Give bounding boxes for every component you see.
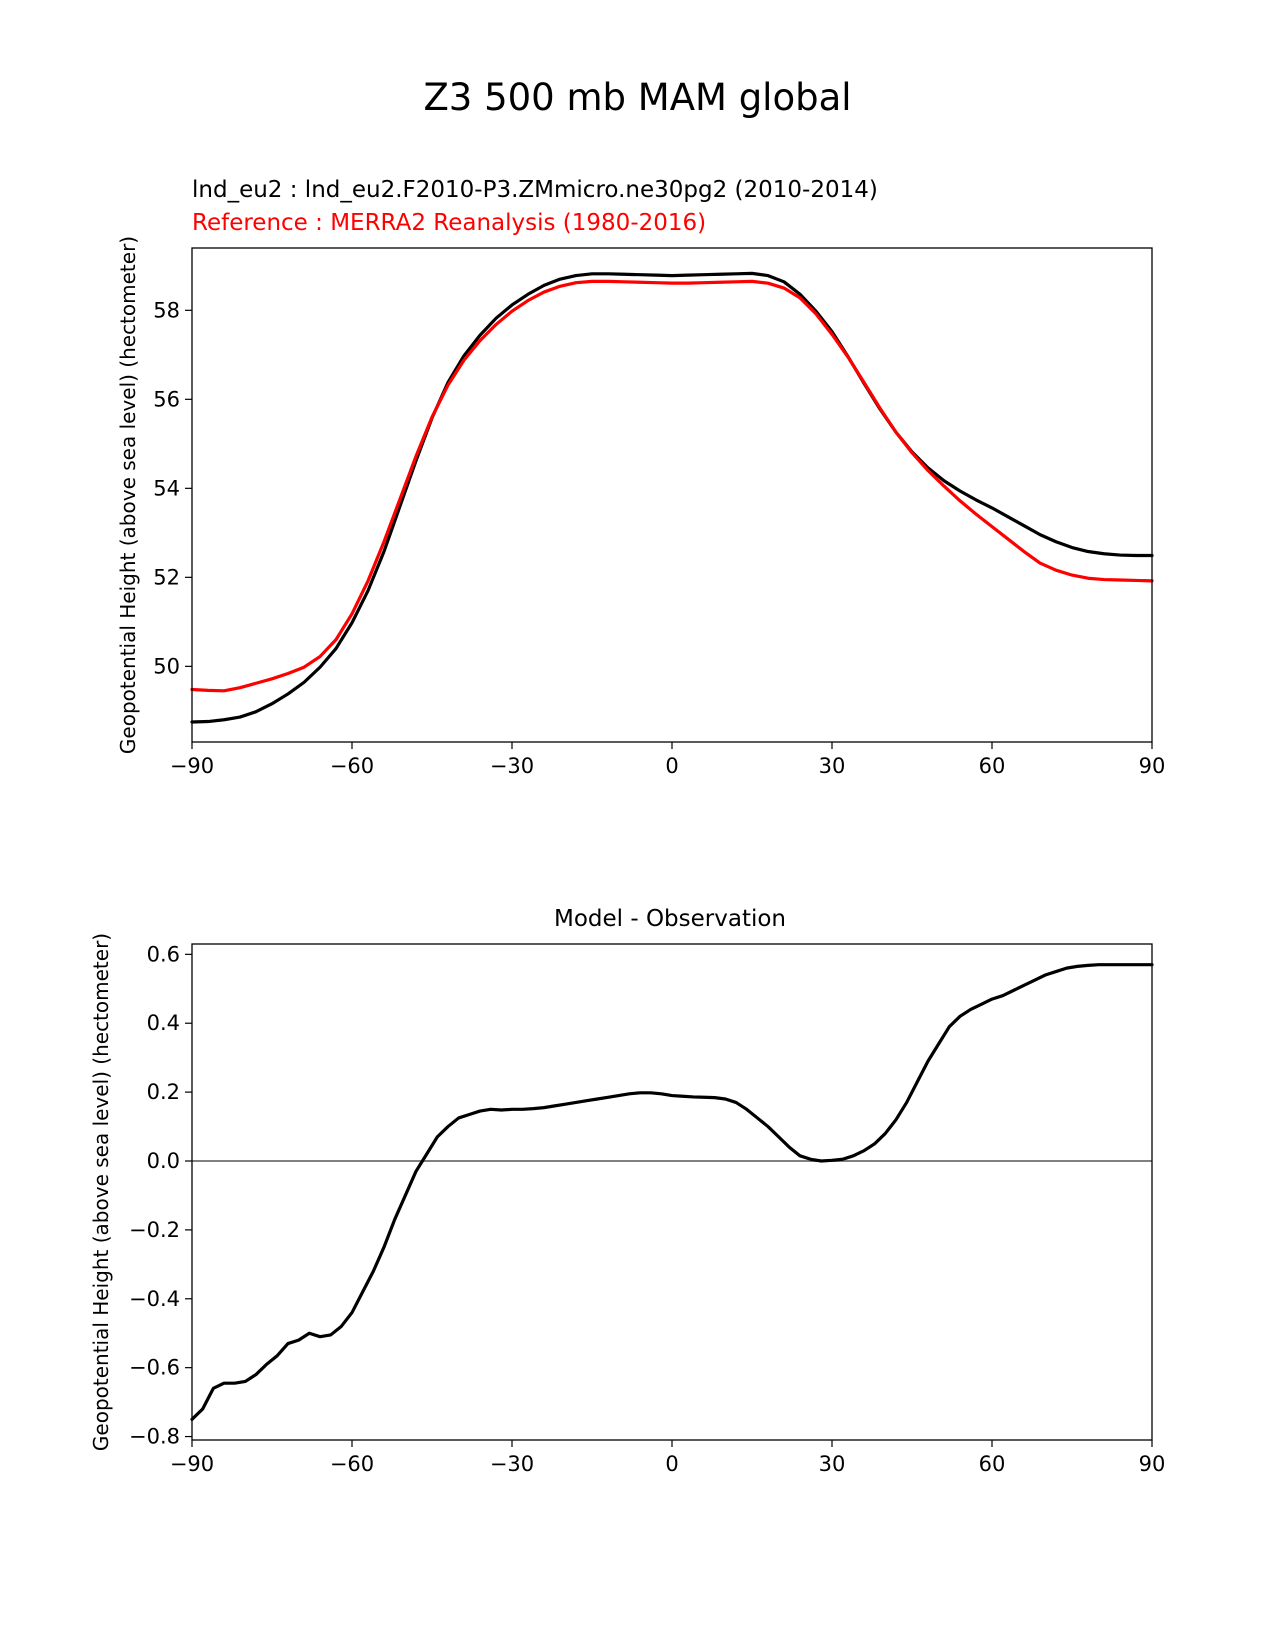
bottom-panel: Model - Observation Geopotential Height … — [89, 906, 1165, 1476]
x-tick-label: −30 — [490, 1452, 534, 1476]
reference-label: Reference : MERRA2 Reanalysis (1980-2016… — [192, 210, 706, 236]
test-series-line — [190, 271, 1154, 724]
x-tick-label: −90 — [170, 754, 214, 778]
x-tick-label: 30 — [819, 754, 846, 778]
x-tick-label: −90 — [170, 1452, 214, 1476]
figure-title: Z3 500 mb MAM global — [423, 76, 851, 119]
y-tick-label: 0.6 — [147, 942, 180, 966]
y-tick-label: 52 — [153, 565, 180, 589]
bottom-axes-frame — [191, 943, 1153, 1441]
top-y-axis-label: Geopotential Height (above sea level) (h… — [116, 236, 140, 754]
difference-title: Model - Observation — [554, 906, 786, 932]
top-panel: lnd_eu2 : lnd_eu2.F2010-P3.ZMmicro.ne30p… — [116, 177, 1165, 778]
bottom-series-group — [190, 963, 1154, 1421]
x-tick-label: −30 — [490, 754, 534, 778]
y-tick-label: −0.6 — [129, 1356, 180, 1380]
x-tick-label: −60 — [330, 754, 374, 778]
y-tick-label: −0.8 — [129, 1425, 180, 1449]
x-tick-label: 0 — [665, 754, 678, 778]
y-tick-label: 0.2 — [147, 1080, 180, 1104]
x-tick-label: 60 — [979, 754, 1006, 778]
y-tick-label: 50 — [153, 654, 180, 678]
y-tick-label: 0.0 — [147, 1149, 180, 1173]
reference-series-line — [190, 279, 1154, 693]
x-tick-label: 0 — [665, 1452, 678, 1476]
bottom-axis-ticks: −90 −60 −30 0 30 60 90 −0.8 −0.6 −0.4 −0.2 0.0 0.2 0.… — [129, 942, 1165, 1476]
x-tick-label: −60 — [330, 1452, 374, 1476]
test-case-label: lnd_eu2 : lnd_eu2.F2010-P3.ZMmicro.ne30p… — [192, 177, 878, 203]
x-tick-label: 30 — [819, 1452, 846, 1476]
top-series-group — [190, 271, 1154, 724]
x-tick-label: 90 — [1139, 754, 1166, 778]
y-tick-label: −0.4 — [129, 1287, 180, 1311]
x-tick-label: 60 — [979, 1452, 1006, 1476]
top-axes-frame — [191, 247, 1153, 743]
top-axis-ticks: −90 −60 −30 0 30 60 90 50 52 54 56 58 — [153, 298, 1165, 778]
y-tick-label: 54 — [153, 476, 180, 500]
y-tick-label: −0.2 — [129, 1218, 180, 1242]
x-tick-label: 90 — [1139, 1452, 1166, 1476]
y-tick-label: 58 — [153, 298, 180, 322]
y-tick-label: 56 — [153, 387, 180, 411]
bottom-y-axis-label: Geopotential Height (above sea level) (h… — [89, 933, 113, 1451]
difference-series-line — [190, 963, 1154, 1421]
y-tick-label: 0.4 — [147, 1011, 180, 1035]
